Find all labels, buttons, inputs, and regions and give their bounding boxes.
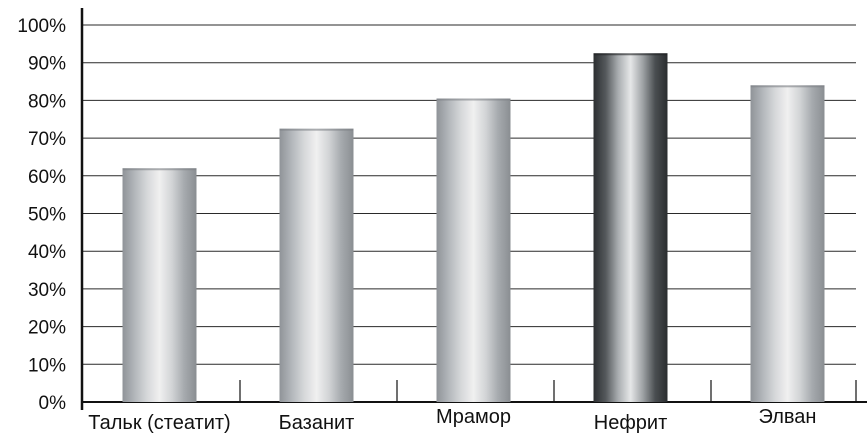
bar-top-edge [593,53,668,56]
y-tick-label: 20% [28,318,66,339]
y-tick-label: 80% [28,91,66,112]
bar-2 [279,128,354,403]
bar-top-edge [122,168,197,171]
y-tick-label: 50% [28,205,66,226]
y-tick-labels: 0% 10% 20% 30% 40% 50% 60% 70% 80% 90% 100% [17,16,66,414]
y-tick-label: 90% [28,54,66,75]
bar-3 [436,98,511,402]
x-tick-labels: Тальк (стеатит) Базанит Мрамор Нефрит Элван [88,406,816,434]
y-tick-label: 60% [28,167,66,188]
x-tick-label: Базанит [279,412,355,434]
y-tick-label: 100% [17,16,66,37]
y-tick-label: 30% [28,280,66,301]
y-tick-label: 70% [28,129,66,150]
y-tick-label: 10% [28,355,66,376]
y-tick-label: 40% [28,242,66,263]
x-tick-label: Элван [759,406,817,428]
bar-5 [750,85,825,402]
bar-top-edge [750,85,825,88]
bar-top-edge [436,98,511,101]
x-tick-label: Тальк (стеатит) [88,412,230,434]
bar-1 [122,168,197,402]
x-tick-label: Мрамор [436,406,511,428]
x-tick-label: Нефрит [594,412,667,434]
bar-top-edge [279,128,354,131]
bars [122,53,825,403]
y-tick-label: 0% [39,393,67,414]
bar-4 [593,53,668,403]
